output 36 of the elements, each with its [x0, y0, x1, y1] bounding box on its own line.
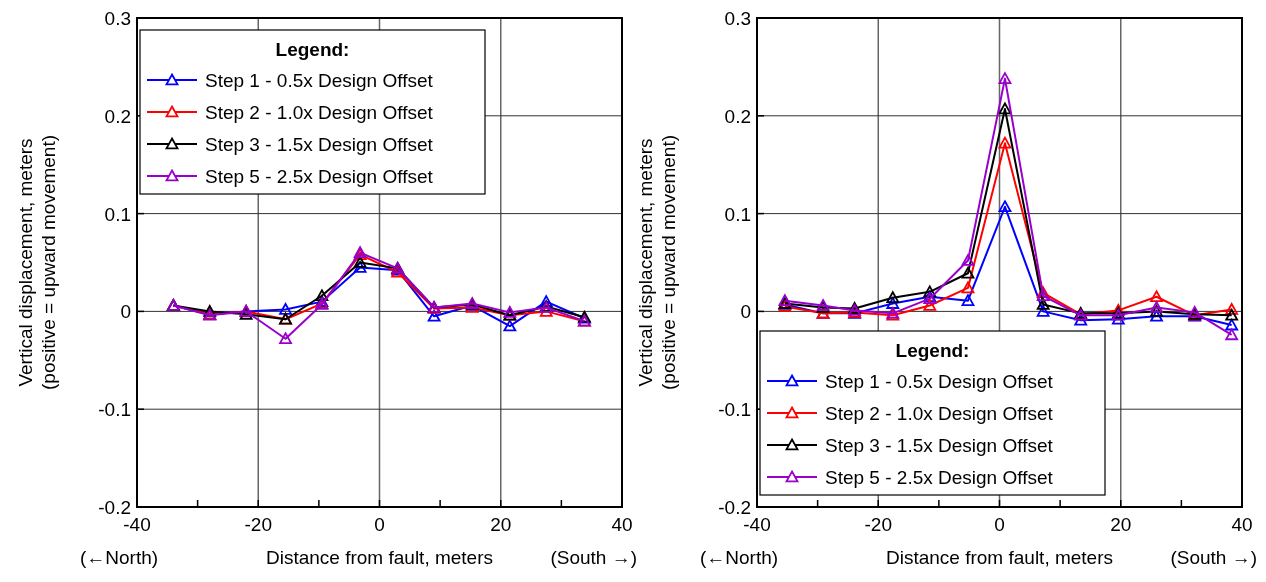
legend-label: Step 5 - 2.5x Design Offset [825, 467, 1054, 488]
text: (South →) [1170, 547, 1257, 568]
legend-label: Step 3 - 1.5x Design Offset [825, 435, 1054, 456]
y-tick-label: 0.2 [104, 105, 131, 127]
x-tick-label: -20 [864, 514, 892, 535]
y-tick-label: 0.1 [724, 203, 751, 225]
x-tick-label: 40 [611, 514, 633, 535]
y-tick-label: 0.3 [104, 8, 131, 29]
y-tick-label: 0 [120, 301, 131, 323]
y-tick-label: -0.1 [718, 399, 751, 421]
x-tick-label: 20 [490, 514, 512, 535]
x-tick-label: 40 [1231, 514, 1253, 535]
legend-title: Legend: [895, 340, 970, 361]
legend-label: Step 3 - 1.5x Design Offset [205, 134, 434, 155]
y-axis-title: Vertical displacement, meters (positive = upward movement) [635, 134, 679, 391]
x-axis-title: Distance from fault, meters [265, 547, 494, 568]
y-tick-label: -0.1 [98, 399, 131, 421]
x-tick-label: 0 [994, 514, 1005, 535]
legend-label: Step 2 - 1.0x Design Offset [825, 403, 1054, 424]
x-tick-label: -20 [244, 514, 272, 535]
y-axis-title: Vertical displacement, meters (positive = upward movement) [15, 134, 59, 391]
y-tick-label: 0.3 [724, 8, 751, 29]
x-tick-label: 20 [1110, 514, 1132, 535]
x-axis-title: Distance from fault, meters [885, 547, 1114, 568]
x-tick-label: 0 [374, 514, 385, 535]
y-tick-label: 0 [740, 301, 751, 323]
text: (←North) [80, 547, 159, 568]
y-tick-label: 0.1 [104, 203, 131, 225]
text: (South →) [550, 547, 637, 568]
legend-label: Step 1 - 0.5x Design Offset [825, 371, 1054, 392]
legend-label: Step 2 - 1.0x Design Offset [205, 102, 434, 123]
legend-label: Step 1 - 0.5x Design Offset [205, 70, 434, 91]
legend-label: Step 5 - 2.5x Design Offset [205, 166, 434, 187]
legend-title: Legend: [275, 39, 350, 60]
y-tick-label: 0.2 [724, 105, 751, 127]
text: (←North) [700, 547, 779, 568]
